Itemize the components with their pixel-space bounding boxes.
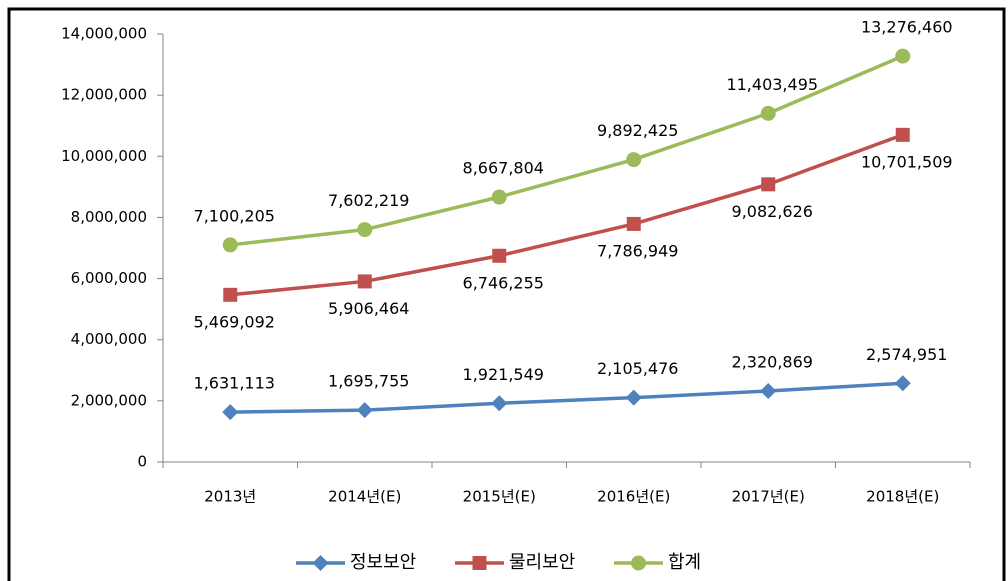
x-tick-label: 2015년(E) [463,488,536,506]
marker [626,216,641,231]
x-tick-label: 2016년(E) [597,488,670,506]
marker [631,555,646,571]
value-label: 1,921,549 [463,365,544,384]
legend-label: 합계 [668,552,701,573]
value-label: 2,105,476 [597,359,678,378]
value-label: 1,695,755 [328,372,409,391]
series-line [230,54,904,247]
value-label: 7,786,949 [597,241,678,260]
value-label: 8,667,804 [463,159,544,178]
x-tick-label: 2017년(E) [732,488,805,506]
marker [760,105,776,121]
x-tick-label: 2018년(E) [866,488,939,506]
marker [357,274,372,289]
marker [895,127,910,142]
y-tick-label: 2,000,000 [71,391,147,409]
marker [222,404,239,421]
y-tick-label: 6,000,000 [71,269,147,287]
marker [312,555,329,571]
value-label: 6,746,255 [463,273,544,292]
marker [760,383,777,400]
frame [7,7,1006,581]
series-line [230,133,904,297]
marker [761,177,776,192]
value-label: 10,701,509 [861,152,953,171]
x-tick-label: 2013년 [204,488,256,506]
value-label: 2,574,951 [866,345,947,364]
marker [625,389,642,406]
y-tick-label: 8,000,000 [71,208,147,226]
marker [356,402,373,419]
legend-label: 정보보안 [350,552,416,573]
legend-label: 물리보안 [509,552,575,573]
value-label: 13,276,460 [861,18,953,37]
marker [894,375,911,392]
value-label: 9,082,626 [732,202,813,221]
x-tick-label: 2014년(E) [328,488,401,506]
marker [357,222,373,238]
y-tick-label: 14,000,000 [61,25,147,43]
marker [626,152,642,168]
value-label: 7,602,219 [328,191,409,210]
y-tick-label: 10,000,000 [61,147,147,165]
marker [222,237,238,253]
marker [472,556,487,570]
value-label: 11,403,495 [726,75,818,94]
marker [491,395,508,412]
y-tick-label: 12,000,000 [61,86,147,104]
value-label: 5,906,464 [328,299,409,318]
marker [223,287,238,302]
value-label: 5,469,092 [194,312,275,331]
marker [491,189,507,205]
value-label: 7,100,205 [194,206,275,225]
marker [895,48,911,64]
value-label: 1,631,113 [194,374,275,393]
value-label: 9,892,425 [597,121,678,140]
y-tick-label: 4,000,000 [71,330,147,348]
marker [492,248,507,263]
y-tick-label: 0 [137,453,147,471]
series-line [230,381,903,414]
value-label: 2,320,869 [732,353,813,372]
